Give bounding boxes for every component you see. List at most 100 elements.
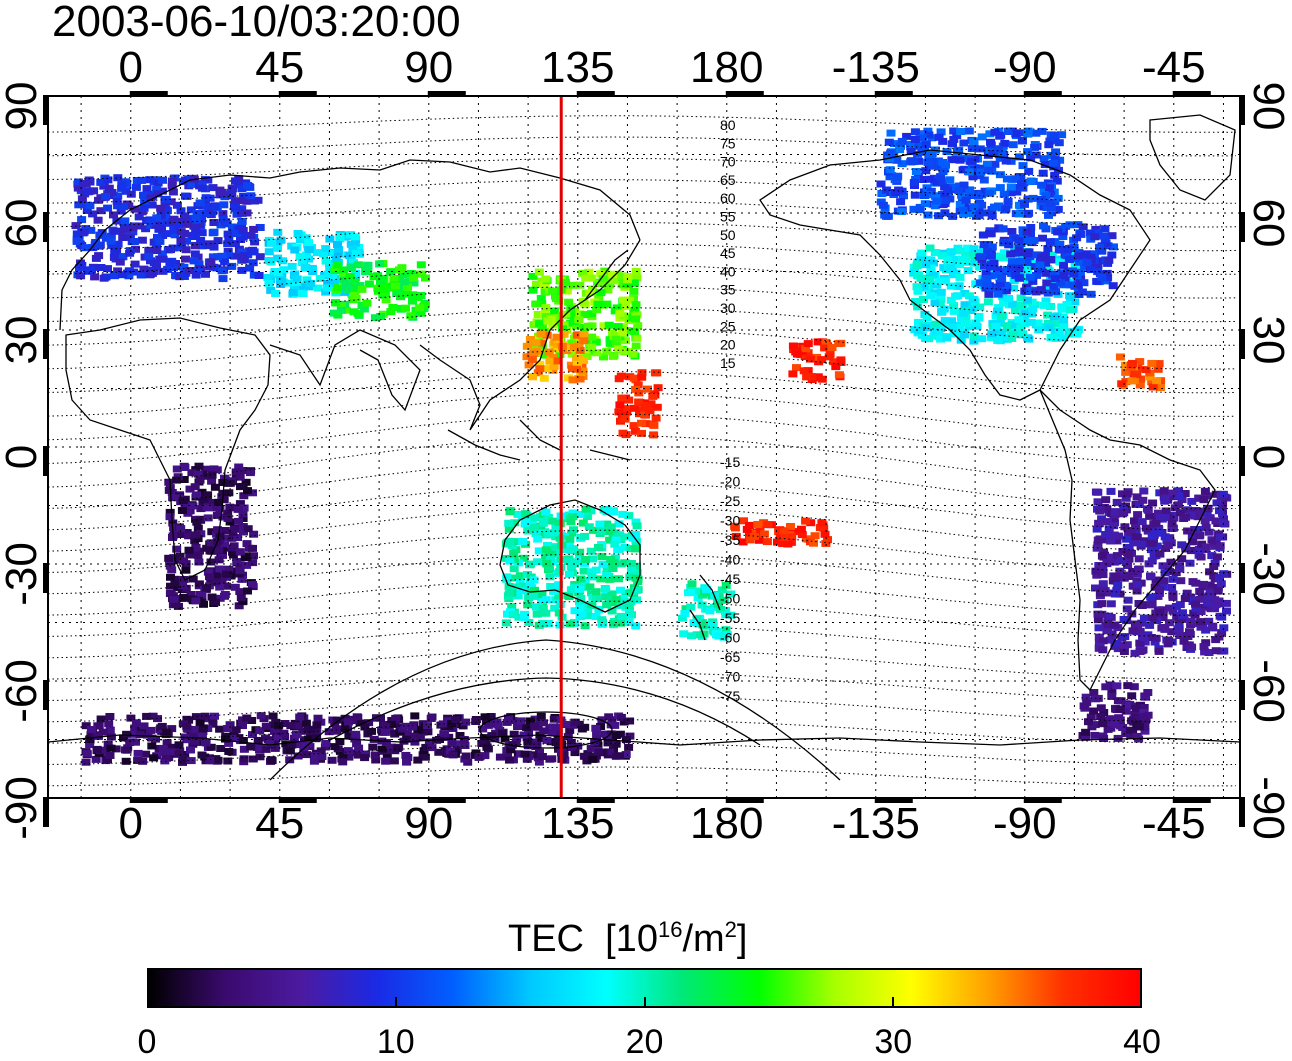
tec-cell [1196, 507, 1205, 515]
tec-cell [248, 581, 257, 588]
tec-cell [91, 755, 101, 763]
tec-cell [936, 335, 946, 343]
tec-cell [600, 585, 610, 592]
tec-cell [1093, 616, 1103, 624]
tec-cell [537, 735, 547, 742]
tec-cell [1211, 636, 1221, 644]
tec-cell [166, 198, 176, 206]
tec-cell [1146, 572, 1155, 580]
tec-cell [883, 212, 893, 220]
tec-cell [523, 601, 533, 609]
tec-cell [604, 734, 614, 742]
tec-cell [975, 279, 985, 287]
tec-cell [174, 750, 184, 758]
tec-cell [323, 270, 333, 278]
tec-cell [960, 301, 970, 309]
tec-cell [361, 268, 371, 276]
tec-cell [632, 586, 642, 594]
tec-cell [512, 734, 522, 742]
tec-cell [106, 733, 116, 741]
tec-cell [1023, 296, 1032, 304]
tec-cell [1027, 259, 1037, 267]
tec-cell [518, 538, 528, 545]
lon-tick-label: 90 [404, 799, 454, 848]
tec-cell [586, 274, 596, 282]
tec-cell [1020, 200, 1029, 208]
tec-cell [200, 465, 210, 473]
tec-cell [184, 716, 194, 724]
tec-cell [1081, 733, 1091, 741]
tec-cell [686, 603, 696, 611]
tec-cell [191, 531, 201, 539]
tec-cell [1096, 713, 1106, 720]
tec-cell [531, 339, 541, 347]
tec-cell [186, 206, 196, 214]
tec-cell [877, 190, 887, 197]
tec-cell [576, 575, 586, 583]
tec-cell [137, 236, 147, 244]
tec-cell [118, 271, 128, 279]
tec-cell [1107, 232, 1117, 240]
tec-cell [360, 723, 370, 731]
tec-cell [225, 503, 235, 511]
tec-cell [264, 257, 274, 264]
tec-cell [1010, 244, 1020, 252]
tec-cell [600, 730, 610, 738]
tec-cell [545, 555, 555, 563]
tec-cell [1200, 517, 1210, 525]
tec-cell [1014, 265, 1024, 273]
tec-cell [81, 244, 91, 252]
tec-cell [360, 754, 370, 762]
tec-cell [621, 337, 630, 345]
tec-cell [532, 610, 542, 618]
tec-cell [301, 263, 311, 271]
mlat-label: 80 [720, 117, 736, 133]
tec-cell [1095, 642, 1105, 650]
tec-cell [649, 431, 659, 439]
tec-cell [697, 601, 707, 609]
tec-cell [227, 734, 237, 742]
tec-cell [792, 364, 801, 372]
tec-cell [1020, 319, 1030, 327]
tec-cell [453, 740, 463, 748]
tec-cell [1092, 525, 1102, 533]
tec-cell [235, 567, 245, 574]
tec-cell [653, 384, 663, 392]
tec-cell [537, 596, 547, 604]
tec-cell [321, 257, 331, 265]
tec-cell [596, 575, 606, 583]
tec-cell [181, 192, 190, 200]
tec-cell [413, 756, 423, 764]
tec-cell [113, 202, 123, 210]
tec-cell [1064, 256, 1074, 263]
tec-cell [797, 531, 807, 539]
tec-cell [332, 725, 341, 733]
tec-cell [348, 245, 358, 253]
tec-cell [169, 523, 179, 531]
tec-cell [1215, 507, 1224, 515]
tec-cell [96, 178, 106, 186]
tec-cell [614, 575, 623, 583]
colorbar-tick-mark [394, 997, 397, 1008]
tec-cell [637, 373, 647, 381]
tec-cell [812, 353, 822, 361]
tec-cell [1211, 537, 1221, 545]
tec-cell [1196, 553, 1206, 561]
tec-cell [325, 235, 335, 243]
tec-cell [295, 253, 305, 260]
tec-cell [918, 296, 928, 303]
tec-cell [1126, 731, 1136, 739]
tec-cell [142, 712, 152, 720]
tec-cell [1148, 499, 1158, 507]
tec-cell [961, 250, 971, 258]
tec-cell [1039, 155, 1049, 163]
tec-cell [1126, 530, 1136, 538]
tec-cell [364, 719, 374, 727]
tec-cell [617, 329, 627, 337]
tec-cell [261, 745, 271, 753]
tec-cell [788, 342, 798, 350]
tec-cell [498, 729, 507, 737]
tec-cell [243, 487, 252, 495]
tec-cell [1026, 318, 1036, 326]
tec-cell [1045, 256, 1055, 263]
